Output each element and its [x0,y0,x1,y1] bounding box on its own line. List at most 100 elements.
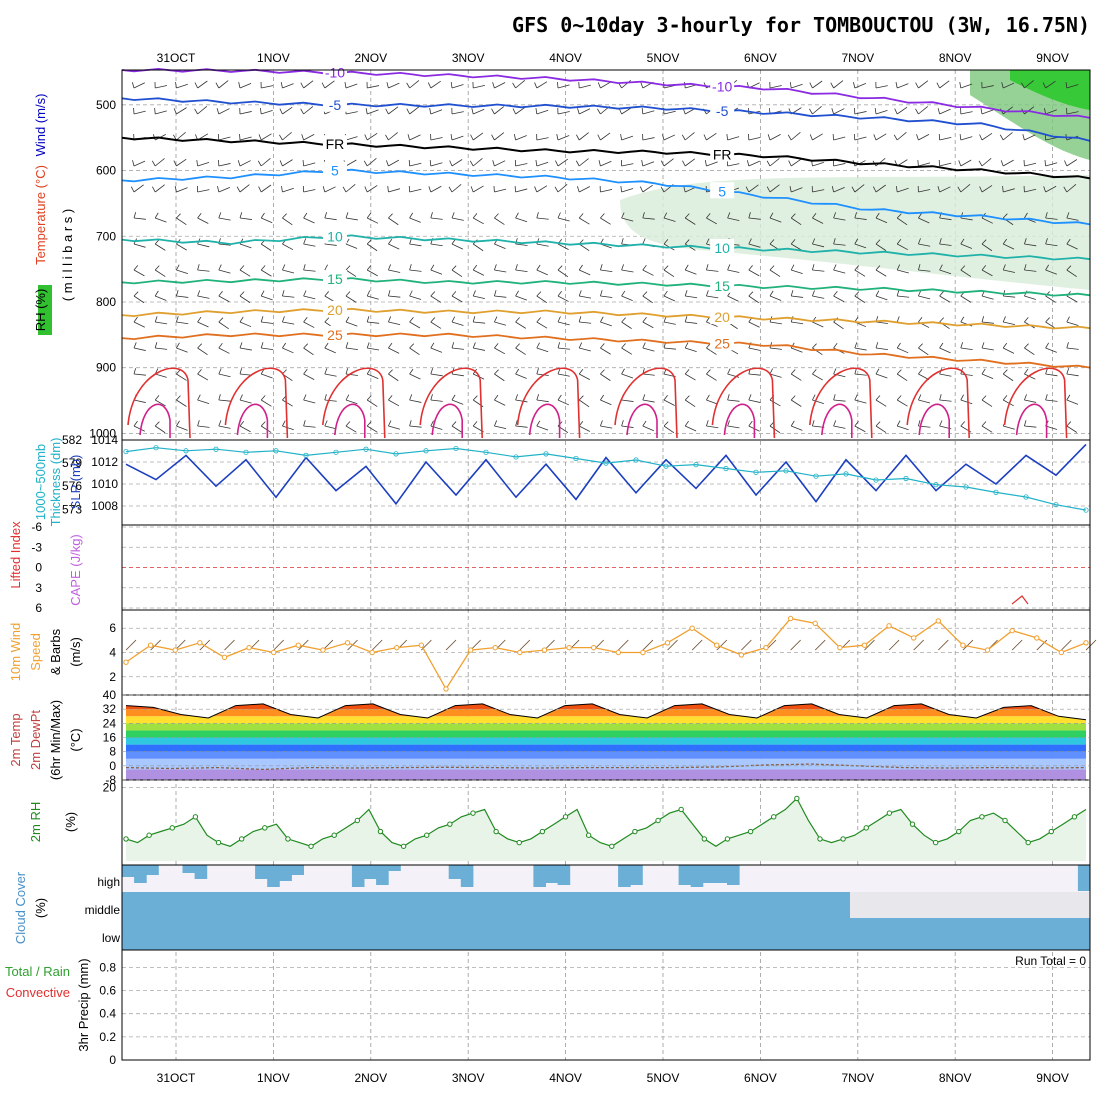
wind-barb [514,185,516,193]
wind-barb [494,188,507,193]
wind-speed-point [197,640,203,646]
wind-barb [1061,639,1072,651]
wind-barb [769,158,780,167]
wind-barb [1003,188,1015,193]
wind-barb [451,421,457,427]
wind-barb [788,160,792,167]
wind-barb [854,217,867,220]
wind-barb [769,373,782,378]
wind-barb [218,80,229,89]
wind-barb [260,269,272,277]
wind-barb [727,425,740,429]
wind-barb [642,394,646,401]
wind-barb [451,212,455,219]
wind-barb [727,264,731,271]
wind-speed-point [517,649,523,656]
wind-barb [260,290,265,297]
rh-point [146,832,152,838]
wind-barb [155,321,168,325]
wind-speed-point [344,640,351,646]
wind-barb [769,85,782,89]
wind-barb [618,639,629,651]
wind-barb [279,108,283,115]
wind-barb [939,264,943,271]
dewpoint-line [125,763,1087,771]
wind-barb [133,368,136,375]
wind-barb [239,212,243,219]
wind-barb [261,85,274,89]
wind-barb [512,108,516,115]
wind-barb [133,373,146,376]
wind-barb [741,639,752,651]
wind-barb [854,243,867,249]
wind-barb [133,269,145,277]
wind-barb [469,160,474,167]
isotherm-label-bg [710,276,735,293]
wind-barb [683,186,686,193]
wind-barb [854,184,865,193]
thickness-tick: 582 [62,433,82,447]
isotherm-line [121,234,1091,261]
wind-barb [197,420,200,427]
temp-band [126,723,1086,731]
wind-barb [216,108,220,115]
rh-point [493,828,499,835]
rh-point [655,817,661,824]
rh-point [1048,828,1055,835]
wind-barb [406,82,410,89]
wind-barb [1024,162,1037,167]
wind-barb [888,639,900,651]
wind-barb [366,243,378,252]
wind-barb [260,265,266,271]
wind-barb [789,82,792,89]
wind-barb [261,321,274,324]
wind-barb [833,394,836,401]
rh-point [516,839,522,846]
wind-barb [833,342,838,349]
wind-barb [875,133,887,141]
rh-point [331,832,337,838]
wind-barb [197,189,210,193]
wind-barb [791,295,804,298]
wind-barb [1045,425,1058,430]
wind-barb [324,217,337,221]
wind-barb [939,136,952,141]
wind-barb [451,265,457,271]
wind-speed-point [664,640,671,646]
wind-barb [1024,317,1029,323]
cloud-high-bar [533,865,546,887]
wind-barb [175,82,177,89]
hot-layer-contour [723,403,756,438]
wind-barb [875,395,881,401]
wind-barb [197,162,210,167]
wind-barb [430,342,435,349]
wind-barb [748,399,761,403]
wind-barb [1024,212,1028,219]
wind-barb [388,264,391,271]
wind-barb [621,399,634,402]
wind-barb [176,316,179,323]
wind-barb [273,639,284,651]
wind-barb [706,264,709,271]
wind-barb [279,134,283,141]
wind-barb [494,213,499,219]
wind-speed-point [541,647,548,653]
rh-point [909,821,916,827]
wind-barb [344,82,347,89]
isotherm-label: 25 [714,335,730,351]
wind-barb [430,394,433,401]
wind-barb [536,109,549,115]
wind-barb [1045,368,1048,375]
wind-barb [748,295,759,304]
cloud-high-bar [448,865,462,879]
wind-barb [218,368,222,375]
wind-barb [600,321,612,327]
cloud-low-bar [850,918,1090,950]
wind-barb [854,111,867,115]
wind-barb [642,342,646,349]
wind-speed-point [369,649,375,656]
wind-speed-point [640,649,646,656]
wind-barb [364,186,368,193]
wind-barb [684,243,696,251]
wind-barb [557,399,570,406]
